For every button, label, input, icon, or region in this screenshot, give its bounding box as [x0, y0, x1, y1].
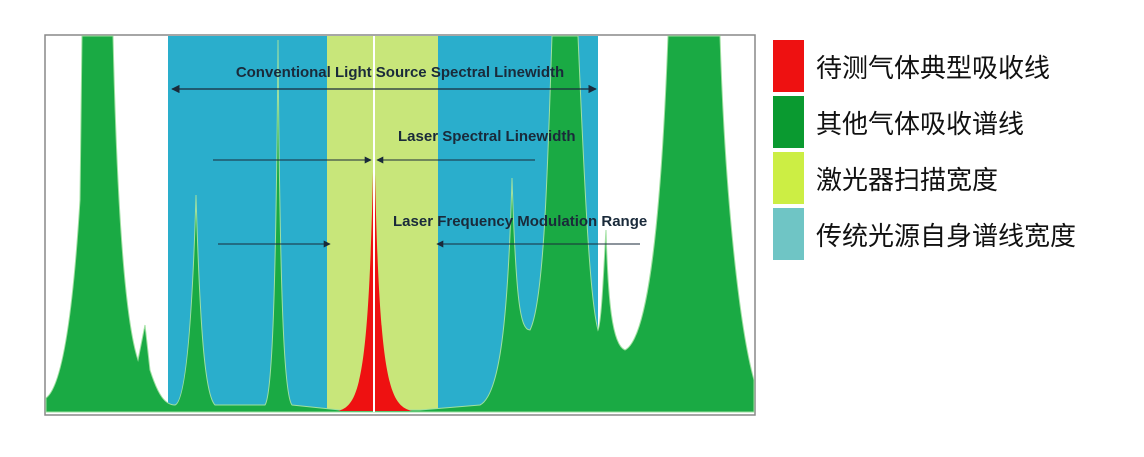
laser-linewidth-label: Laser Spectral Linewidth: [398, 128, 576, 145]
legend-label: 其他气体吸收谱线: [816, 109, 1025, 140]
legend-item: 待测气体典型吸收线: [773, 38, 1076, 94]
modulation-range-label: Laser Frequency Modulation Range: [393, 213, 647, 230]
legend-label: 激光器扫描宽度: [816, 165, 999, 196]
conventional-linewidth-label: Conventional Light Source Spectral Linew…: [236, 64, 564, 81]
legend: 待测气体典型吸收线 其他气体吸收谱线 激光器扫描宽度 传统光源自身谱线宽度: [773, 38, 1076, 262]
legend-item: 传统光源自身谱线宽度: [773, 206, 1076, 262]
other-gas-absorption-lines: [45, 35, 755, 413]
legend-swatch: [773, 208, 804, 260]
legend-swatch: [773, 96, 804, 148]
legend-swatch: [773, 152, 804, 204]
legend-item: 其他气体吸收谱线: [773, 94, 1076, 150]
legend-label: 传统光源自身谱线宽度: [816, 221, 1077, 252]
legend-swatch: [773, 40, 804, 92]
legend-item: 激光器扫描宽度: [773, 150, 1076, 206]
legend-label: 待测气体典型吸收线: [816, 53, 1051, 84]
